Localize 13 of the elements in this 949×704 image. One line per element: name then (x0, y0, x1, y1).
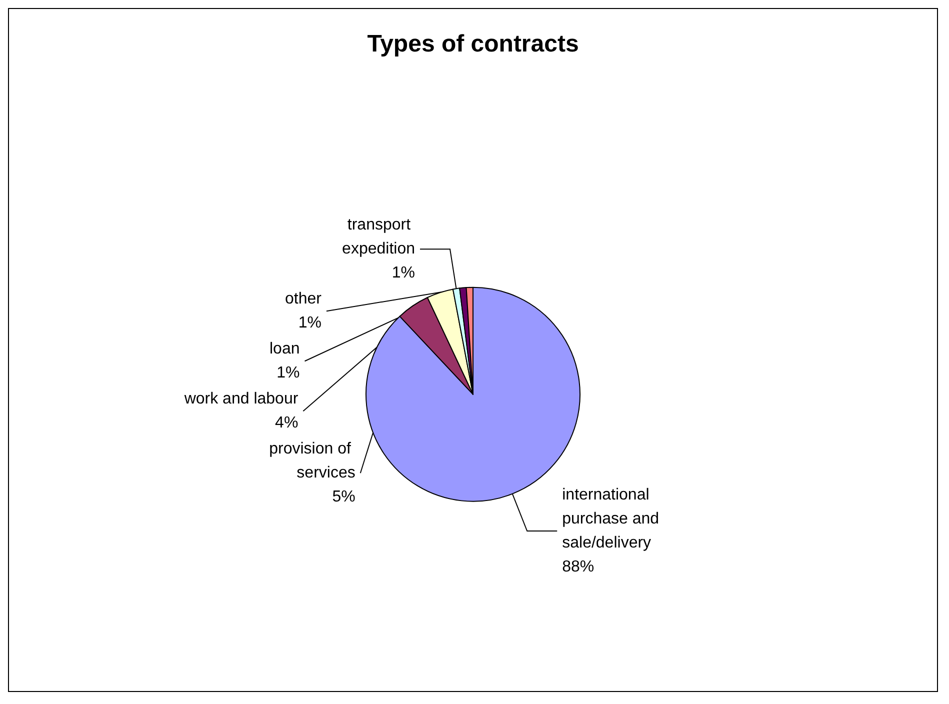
chart-title: Types of contracts (367, 30, 579, 58)
slice-label: provision of services (269, 440, 356, 482)
data-label: 1% (392, 264, 416, 282)
slice-label: other (284, 290, 322, 308)
slice-label: international purchase and sale/delivery (562, 486, 664, 552)
data-label: 5% (332, 488, 356, 506)
data-label: 1% (298, 314, 322, 332)
slice-label: loan (270, 340, 300, 358)
slice-label: transport expedition (342, 216, 416, 258)
data-label: 4% (275, 414, 298, 432)
data-label: 1% (276, 364, 300, 382)
data-label: 88% (562, 558, 594, 576)
slice-label: work and labour (183, 390, 299, 408)
